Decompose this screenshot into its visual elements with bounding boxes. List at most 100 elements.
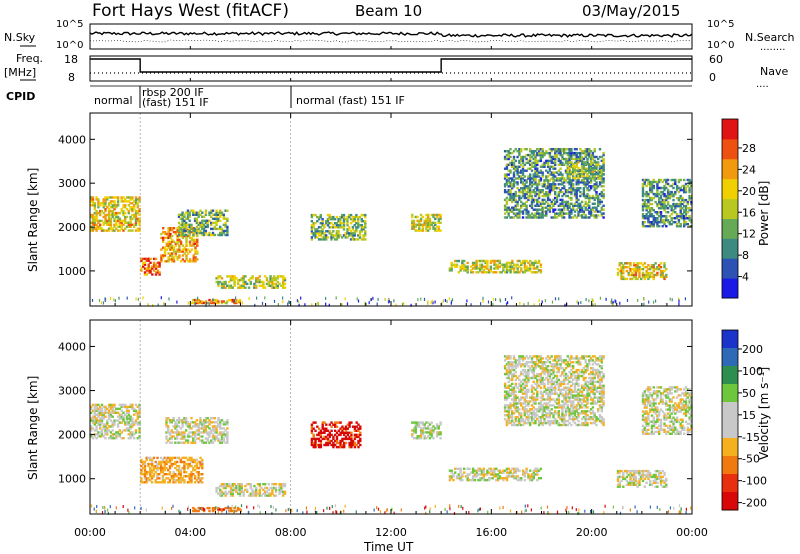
echo-cell <box>134 419 138 422</box>
echo-cell <box>502 265 505 268</box>
echo-cell <box>534 167 537 170</box>
echo-cell <box>127 196 130 199</box>
echo-cell <box>514 271 518 274</box>
echo-cell <box>199 477 202 480</box>
echo-cell <box>167 431 170 434</box>
speckle-cell <box>235 296 237 300</box>
echo-cell <box>253 286 256 289</box>
echo-cell <box>643 273 646 277</box>
echo-cell <box>195 211 199 214</box>
echo-cell <box>213 437 216 440</box>
echo-cell <box>509 151 512 155</box>
cpid-entry-normal: normal <box>94 94 133 107</box>
echo-cell <box>102 435 105 438</box>
echo-cell <box>199 435 202 438</box>
echo-cell <box>480 473 484 476</box>
speckle-cell <box>137 297 139 301</box>
echo-cell <box>93 208 96 211</box>
echo-cell <box>575 179 578 182</box>
echo-cell <box>683 198 686 202</box>
echo-cell <box>321 232 324 235</box>
echo-cell <box>211 508 215 511</box>
echo-cell <box>690 202 693 206</box>
echo-cell <box>564 212 568 215</box>
echo-cell <box>244 275 247 278</box>
echo-cell <box>201 300 204 303</box>
echo-cell <box>588 165 591 168</box>
echo-cell <box>503 177 507 180</box>
echo-cell <box>573 153 577 157</box>
echo-cell <box>158 462 161 466</box>
echo-cell <box>473 475 477 478</box>
echo-cell <box>435 225 439 228</box>
echo-cell <box>683 188 686 192</box>
echo-cell <box>269 278 272 282</box>
echo-cell <box>548 192 552 196</box>
echo-cell <box>591 157 595 161</box>
echo-cell <box>330 215 333 219</box>
echo-cell <box>145 267 149 270</box>
echo-cell <box>555 198 559 202</box>
echo-cell <box>319 238 322 241</box>
echo-cell <box>435 229 439 232</box>
echo-cell <box>195 217 199 220</box>
echo-cell <box>421 429 425 432</box>
echo-cell <box>213 217 216 220</box>
echo-cell <box>201 219 204 222</box>
echo-cell <box>174 466 177 470</box>
echo-cell <box>344 431 348 434</box>
echo-cell <box>177 213 181 216</box>
echo-cell <box>348 441 351 445</box>
echo-cell <box>237 484 240 488</box>
echo-cell <box>466 269 469 272</box>
echo-cell <box>505 167 509 170</box>
echo-cell <box>572 175 575 178</box>
echo-cell <box>677 219 681 222</box>
echo-cell <box>537 196 541 200</box>
echo-cell <box>150 460 154 464</box>
echo-cell <box>348 226 351 229</box>
echo-cell <box>93 419 96 422</box>
echo-cell <box>421 431 425 434</box>
echo-cell <box>124 211 127 215</box>
echo-cell <box>659 204 663 208</box>
echo-cell <box>559 210 562 213</box>
speckle-cell <box>615 300 617 304</box>
echo-cell <box>183 223 186 227</box>
echo-cell <box>167 246 170 249</box>
echo-cell <box>362 234 365 237</box>
echo-cell <box>428 433 432 436</box>
echo-cell <box>342 218 346 221</box>
echo-cell <box>159 468 163 472</box>
echo-cell <box>418 223 421 226</box>
echo-cell <box>645 204 648 208</box>
echo-cell <box>548 165 552 168</box>
echo-cell <box>679 204 682 208</box>
echo-cell <box>530 216 534 219</box>
echo-cell <box>427 219 430 223</box>
echo-cell <box>690 221 693 224</box>
echo-cell <box>654 219 657 222</box>
echo-cell <box>138 413 141 416</box>
echo-cell <box>115 433 118 436</box>
echo-cell <box>344 437 348 441</box>
echo-cell <box>125 421 129 424</box>
echo-cell <box>602 192 605 196</box>
echo-cell <box>525 469 528 472</box>
echo-cell <box>427 421 430 424</box>
echo-cell <box>550 173 553 176</box>
echo-cell <box>129 425 132 428</box>
echo-cell <box>638 269 641 273</box>
echo-cell <box>486 263 489 266</box>
echo-cell <box>213 506 216 510</box>
echo-cell <box>226 229 229 233</box>
echo-cell <box>150 477 154 480</box>
echo-cell <box>512 155 516 159</box>
echo-cell <box>649 221 652 224</box>
echo-cell <box>690 200 693 204</box>
echo-cell <box>127 415 130 418</box>
echo-cell <box>423 427 426 430</box>
echo-cell <box>589 181 593 184</box>
echo-cell <box>414 425 417 428</box>
echo-cell <box>219 209 222 212</box>
